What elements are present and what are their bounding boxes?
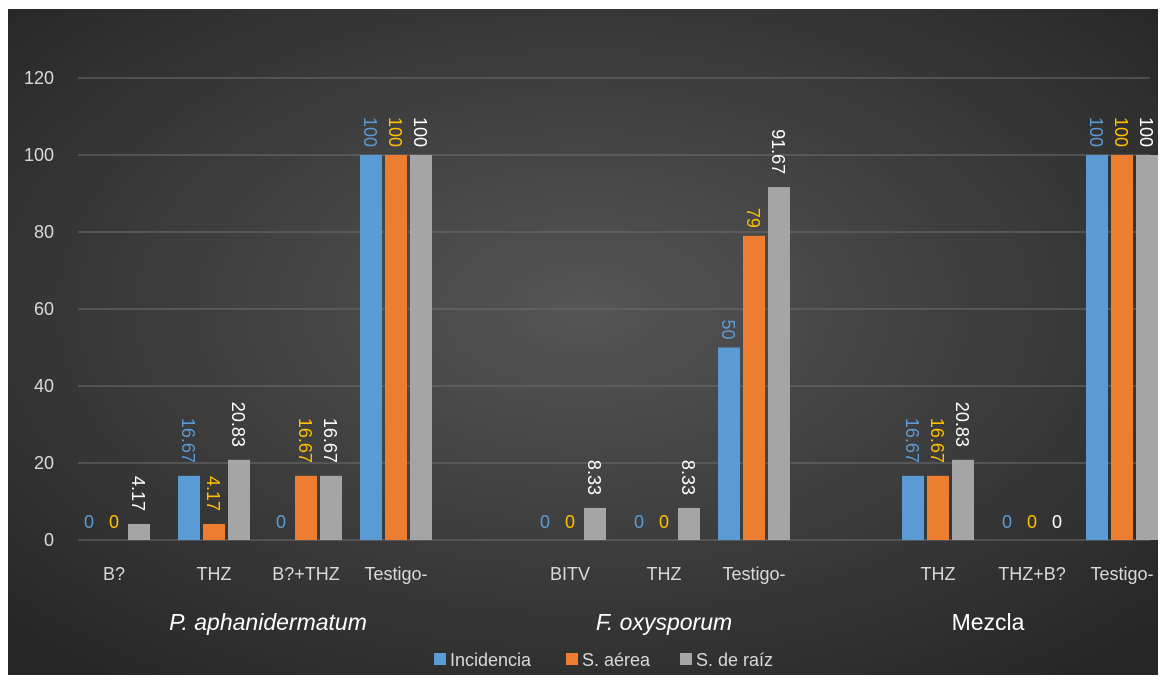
data-label: 4.17 [203,476,223,511]
bar-s-a-rea [927,475,949,540]
bar-s-de-ra-z [584,507,606,540]
bar-incidencia [178,475,200,540]
bar-s-de-ra-z [678,507,700,540]
bar-s-de-ra-z [952,459,974,540]
data-label: 91.67 [768,129,788,174]
x-axis-groups: P. aphanidermatum F. oxysporum Mezcla [169,609,1025,635]
legend-swatch [434,653,446,665]
y-tick-label: 60 [34,299,54,319]
data-label: 0 [84,512,94,532]
legend: Incidencia S. aérea S. de raíz [434,650,773,670]
x-category-label: B? [103,564,125,584]
y-tick-label: 100 [24,145,54,165]
data-label: 0 [634,512,644,532]
x-category-label: Testigo- [722,564,785,584]
y-tick-label: 0 [44,530,54,550]
x-group-label: P. aphanidermatum [169,609,367,635]
bar-s-de-ra-z [228,459,250,540]
bar-s-a-rea [743,235,765,540]
bar-incidencia [1086,155,1108,540]
x-category-label: Testigo- [364,564,427,584]
y-axis-ticks: 0 20 40 60 80 100 120 [24,68,54,550]
bar-incidencia [360,155,382,540]
x-group-label: Mezcla [952,609,1025,635]
x-category-label: THZ [647,564,682,584]
bar-s-a-rea [203,523,225,540]
data-label: 100 [385,117,405,147]
bar-s-de-ra-z [320,475,342,540]
legend-label: Incidencia [450,650,532,670]
x-axis-categories: B? THZ B?+THZ Testigo- BITV THZ Testigo- THZ THZ… [103,564,1154,584]
legend-swatch [680,653,692,665]
y-tick-label: 20 [34,453,54,473]
y-tick-label: 40 [34,376,54,396]
data-label: 100 [1111,117,1131,147]
bar-incidencia [902,475,924,540]
bar-s-a-rea [1111,155,1133,540]
y-tick-label: 80 [34,222,54,242]
gridlines [78,77,1150,541]
bar-s-de-ra-z [128,523,150,540]
bar-s-de-ra-z [768,187,790,540]
x-category-label: THZ [197,564,232,584]
data-label: 16.67 [178,418,198,463]
legend-label: S. de raíz [696,650,773,670]
bar-incidencia [718,347,740,540]
data-label: 20.83 [952,402,972,447]
bar-s-de-ra-z [410,155,432,540]
data-label: 100 [410,117,430,147]
x-category-label: Testigo- [1090,564,1153,584]
data-label: 0 [276,512,286,532]
data-label: 16.67 [295,418,315,463]
x-category-label: BITV [550,564,590,584]
y-tick-label: 120 [24,68,54,88]
legend-label: S. aérea [582,650,651,670]
data-label: 0 [659,512,669,532]
data-label: 16.67 [902,418,922,463]
bar-s-a-rea [385,155,407,540]
x-category-label: THZ [921,564,956,584]
data-label: 100 [1136,117,1156,147]
x-category-label: B?+THZ [272,564,340,584]
data-label: 16.67 [927,418,947,463]
data-label: 50 [718,320,738,340]
data-label: 20.83 [228,402,248,447]
data-label: 4.17 [128,476,148,511]
data-label: 0 [1002,512,1012,532]
chart-background [8,9,1158,675]
data-label: 8.33 [584,460,604,495]
x-group-label: F. oxysporum [596,609,732,635]
legend-swatch [566,653,578,665]
data-label: 0 [1027,512,1037,532]
bar-s-a-rea [295,475,317,540]
data-label: 100 [360,117,380,147]
data-label: 0 [109,512,119,532]
data-label: 16.67 [320,418,340,463]
data-label: 0 [1052,512,1062,532]
data-label: 79 [743,208,763,228]
data-label: 100 [1086,117,1106,147]
data-label: 8.33 [678,460,698,495]
x-category-label: THZ+B? [998,564,1066,584]
bars [128,155,1158,540]
bar-s-de-ra-z [1136,155,1158,540]
data-label: 0 [540,512,550,532]
data-label: 0 [565,512,575,532]
